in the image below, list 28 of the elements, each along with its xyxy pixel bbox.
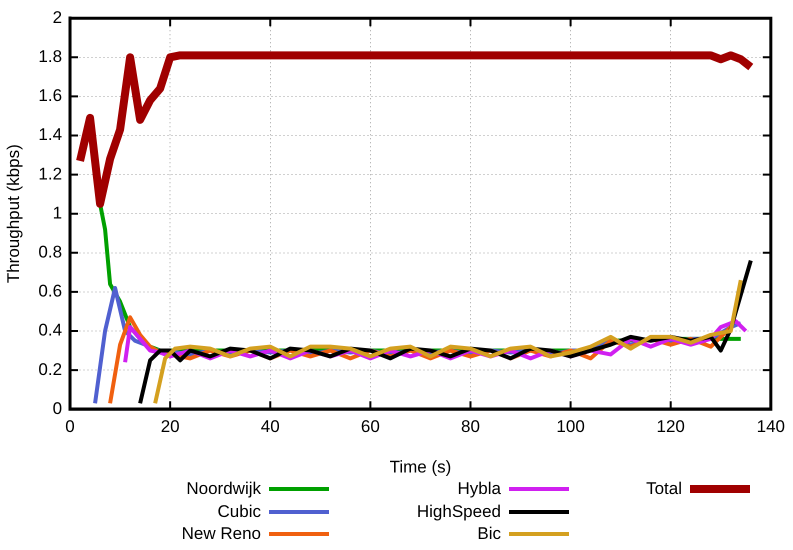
y-tick-label: 2 — [52, 8, 62, 27]
y-tick-label: 0 — [52, 398, 62, 418]
x-tick-label: 100 — [556, 417, 585, 436]
y-tick-label: 1.2 — [38, 164, 62, 184]
legend-label: Cubic — [218, 502, 261, 522]
legend-label: Bic — [477, 524, 501, 544]
y-tick-label: 0.2 — [38, 360, 62, 379]
x-tick-label: 20 — [160, 417, 180, 436]
legend-label: Noordwijk — [186, 479, 261, 500]
y-tick-label: 0.8 — [38, 242, 62, 262]
x-tick-label: 120 — [656, 417, 685, 436]
x-tick-label: 0 — [65, 417, 75, 436]
y-axis-title: Throughput (kbps) — [4, 144, 23, 284]
legend-label: Total — [646, 479, 682, 500]
y-tick-label: 1.6 — [38, 86, 62, 106]
x-tick-label: 40 — [260, 417, 280, 436]
legend-label: HighSpeed — [416, 502, 501, 522]
legend-label: Hybla — [458, 479, 501, 500]
y-tick-label: 1.4 — [38, 125, 62, 144]
x-tick-label: 60 — [360, 417, 380, 436]
legend-label: New Reno — [182, 524, 261, 544]
y-tick-label: 1.8 — [38, 46, 62, 66]
x-tick-label: 80 — [461, 417, 480, 436]
y-tick-label: 1 — [52, 203, 62, 222]
y-tick-label: 0.6 — [38, 282, 62, 301]
y-tick-label: 0.4 — [38, 320, 62, 340]
x-axis-title: Time (s) — [390, 457, 452, 476]
x-tick-label: 140 — [756, 417, 786, 436]
